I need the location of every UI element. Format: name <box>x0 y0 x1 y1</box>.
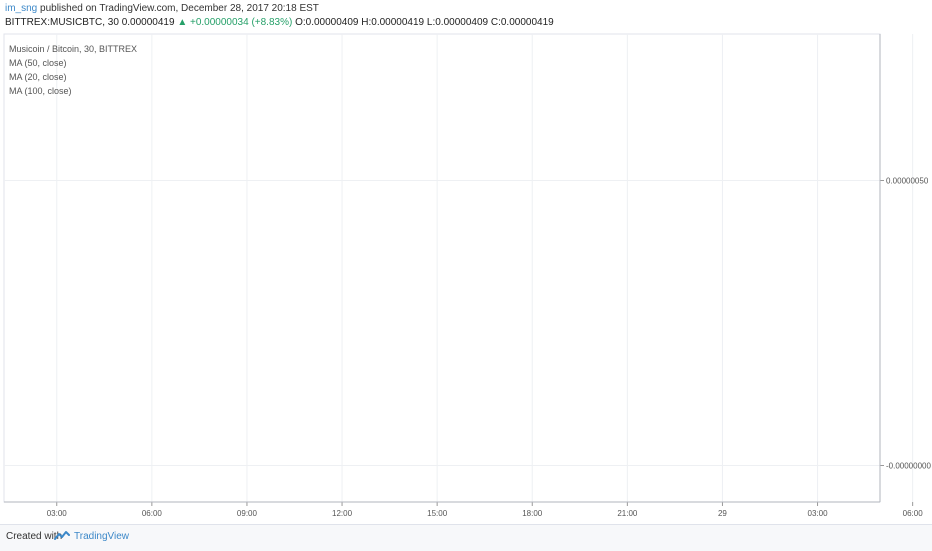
ohlc-line: BITTREX:MUSICBTC, 30 0.00000419 ▲ +0.000… <box>5 17 554 28</box>
high-value: 0.00000419 <box>371 17 425 28</box>
publisher-username-link[interactable]: im_sng <box>5 3 38 14</box>
legend-title: Musicoin / Bitcoin, 30, BITTREX <box>9 44 137 54</box>
y-tick-label: 0.00000050 <box>886 177 929 186</box>
x-tick-label: 21:00 <box>617 509 638 518</box>
change-value: ▲ +0.00000034 (+8.83%) <box>177 17 293 28</box>
high-label: H: <box>361 17 372 28</box>
chart-header: im_sng published on TradingView.com, Dec… <box>0 0 932 32</box>
chart-legend: Musicoin / Bitcoin, 30, BITTREX MA (50, … <box>9 44 137 96</box>
low-label: L: <box>426 17 436 28</box>
price-chart[interactable]: Target0.00000664Target0.00000577Target0.… <box>0 32 932 524</box>
low-value: 0.00000409 <box>435 17 489 28</box>
x-tick-label: 06:00 <box>142 509 163 518</box>
footer: Created with TradingView <box>0 524 932 551</box>
legend-ma50[interactable]: MA (50, close) <box>9 58 67 68</box>
legend-ma100[interactable]: MA (100, close) <box>9 86 72 96</box>
y-tick-label: -0.00000000 <box>886 462 931 471</box>
x-tick-label: 06:00 <box>903 509 924 518</box>
publisher-line: im_sng published on TradingView.com, Dec… <box>5 3 319 14</box>
last-value: 0.00000419 <box>121 17 175 28</box>
publish-info: published on TradingView.com, December 2… <box>37 3 319 14</box>
x-tick-label: 15:00 <box>427 509 448 518</box>
symbol-label: BITTREX:MUSICBTC, 30 <box>5 17 119 28</box>
plot-area[interactable] <box>3 33 881 503</box>
x-tick-label: 03:00 <box>808 509 829 518</box>
close-label: C: <box>490 17 501 28</box>
tradingview-logo-icon <box>54 531 70 540</box>
axes: 0.000007500.000007000.000006500.00000600… <box>4 34 931 518</box>
x-tick-label: 12:00 <box>332 509 353 518</box>
legend-ma20[interactable]: MA (20, close) <box>9 72 67 82</box>
x-tick-label: 18:00 <box>522 509 543 518</box>
x-tick-label: 29 <box>718 509 727 518</box>
tradingview-brand-link[interactable]: TradingView <box>74 531 130 542</box>
open-label: O: <box>295 17 306 28</box>
x-tick-label: 09:00 <box>237 509 258 518</box>
chart-grid <box>3 33 914 503</box>
x-tick-label: 03:00 <box>47 509 68 518</box>
open-value: 0.00000409 <box>305 17 359 28</box>
close-value: 0.00000419 <box>500 17 554 28</box>
created-with-label: Created with <box>6 531 63 542</box>
